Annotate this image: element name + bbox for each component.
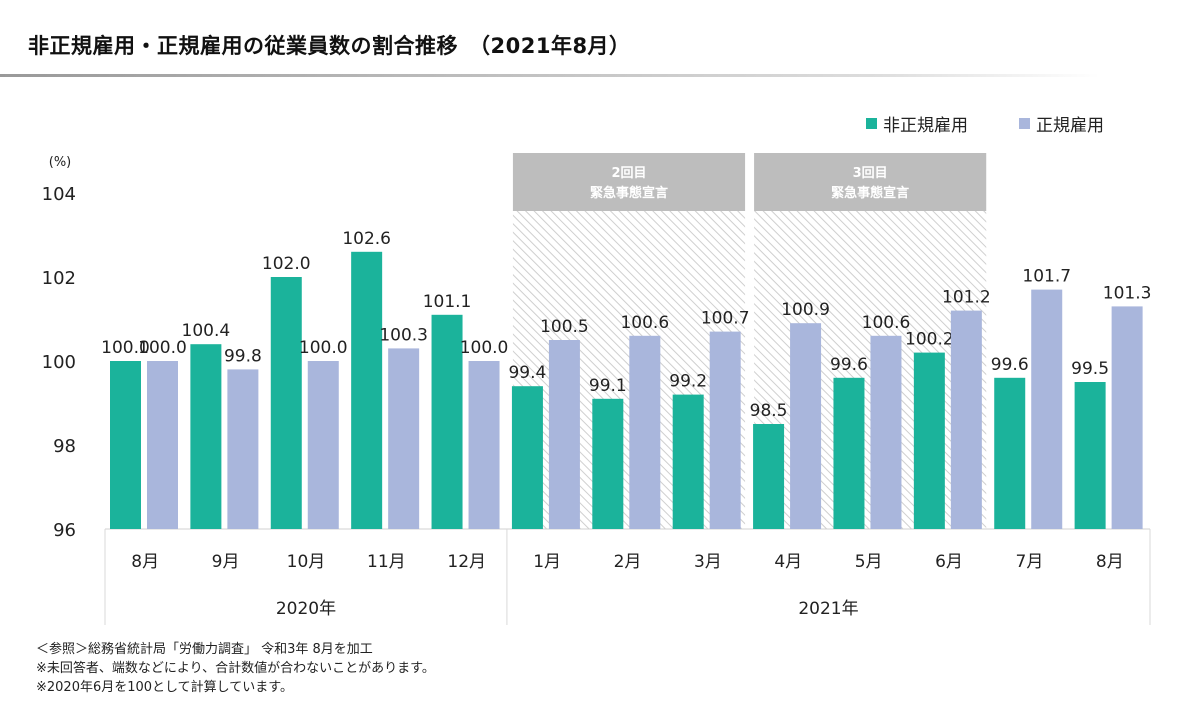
legend-label: 正規雇用: [1036, 116, 1104, 136]
x-tick-label: 11月: [367, 552, 406, 572]
bar-regular: [1111, 306, 1143, 529]
x-tick-label: 7月: [1016, 552, 1044, 572]
footnote: ※2020年6月を100として計算しています。: [36, 680, 293, 695]
x-tick-label: 8月: [1096, 552, 1124, 572]
annotation-line2: 緊急事態宣言: [590, 185, 668, 201]
bar-non-regular: [511, 386, 543, 529]
annotation-line1: 3回目: [853, 166, 888, 181]
data-label: 100.0: [101, 338, 150, 358]
bar-regular: [227, 369, 259, 529]
x-tick-label: 9月: [212, 552, 240, 572]
data-label: 100.0: [460, 338, 509, 358]
y-tick-label: 100: [42, 352, 76, 373]
x-tick-label: 1月: [533, 552, 561, 572]
bar-non-regular: [672, 394, 704, 529]
bar-regular: [548, 340, 580, 529]
data-label: 99.6: [830, 355, 868, 375]
data-label: 101.1: [423, 292, 472, 312]
data-label: 99.6: [991, 355, 1029, 375]
bar-regular: [147, 361, 178, 529]
data-label: 99.4: [508, 363, 546, 383]
data-label: 101.2: [942, 288, 991, 308]
x-tick-label: 4月: [774, 552, 802, 572]
data-label: 100.4: [182, 321, 231, 341]
data-label: 100.7: [701, 309, 750, 329]
x-tick-label: 10月: [287, 552, 326, 572]
bar-regular: [950, 310, 982, 529]
bar-non-regular: [431, 314, 463, 529]
emergency-period-header: [754, 153, 987, 211]
x-tick-label: 5月: [855, 552, 883, 572]
footnotes: ＜参照＞総務省統計局「労働力調査」 令和3年 8月を加工 ※未回答者、端数などに…: [36, 640, 435, 697]
bar-regular: [307, 361, 339, 529]
data-label: 100.6: [620, 313, 669, 333]
bar-non-regular: [1074, 382, 1106, 529]
x-tick-label: 3月: [694, 552, 722, 572]
bar-non-regular: [913, 352, 945, 529]
bar-regular: [388, 348, 420, 529]
data-label: 100.2: [905, 330, 954, 350]
bar-non-regular: [351, 251, 383, 530]
bar-non-regular: [833, 377, 865, 529]
legend-swatch: [1019, 118, 1030, 129]
data-label: 100.6: [862, 313, 911, 333]
y-tick-label: 98: [53, 436, 76, 457]
data-label: 101.3: [1103, 283, 1152, 303]
year-group-label: 2021年: [798, 599, 858, 619]
bar-regular: [790, 323, 822, 529]
bar-non-regular: [592, 398, 624, 529]
y-tick-label: 104: [42, 184, 76, 205]
bar-regular: [870, 335, 902, 529]
data-label: 100.3: [379, 325, 428, 345]
bar-regular: [629, 335, 661, 529]
data-label: 100.0: [138, 338, 187, 358]
y-axis-unit: (%): [49, 155, 72, 170]
data-label: 100.5: [540, 317, 589, 337]
data-label: 102.0: [262, 254, 311, 274]
emergency-period-header: [512, 153, 746, 211]
data-label: 99.8: [224, 346, 262, 366]
title-divider: [0, 74, 1100, 77]
data-label: 98.5: [750, 401, 788, 421]
source-note: ＜参照＞総務省統計局「労働力調査」 令和3年 8月を加工: [36, 642, 373, 657]
page-title: 非正規雇用・正規雇用の従業員数の割合推移 （2021年8月）: [28, 34, 631, 58]
x-tick-label: 6月: [935, 552, 963, 572]
data-label: 101.7: [1022, 267, 1071, 287]
y-tick-label: 96: [53, 520, 76, 541]
x-tick-label: 2月: [614, 552, 642, 572]
legend-swatch: [866, 118, 877, 129]
data-label: 100.9: [781, 300, 830, 320]
footnote: ※未回答者、端数などにより、合計数値が合わないことがあります。: [36, 661, 435, 676]
data-label: 99.5: [1071, 359, 1109, 379]
data-label: 99.1: [589, 376, 627, 396]
bar-non-regular: [994, 377, 1026, 529]
data-label: 100.0: [299, 338, 348, 358]
annotation-line2: 緊急事態宣言: [831, 185, 909, 201]
annotation-line1: 2回目: [611, 166, 646, 181]
bar-regular: [1031, 289, 1063, 529]
x-tick-label: 8月: [131, 552, 159, 572]
bar-regular: [709, 331, 741, 529]
bar-non-regular: [753, 424, 785, 529]
data-label: 99.2: [669, 372, 707, 392]
bar-non-regular: [190, 344, 222, 529]
bar-non-regular: [110, 361, 141, 529]
legend-label: 非正規雇用: [883, 116, 968, 136]
x-tick-label: 12月: [447, 552, 486, 572]
bar-regular: [468, 361, 500, 529]
y-tick-label: 102: [42, 268, 76, 289]
bar-non-regular: [270, 277, 302, 529]
year-group-label: 2020年: [276, 599, 336, 619]
data-label: 102.6: [342, 229, 391, 249]
